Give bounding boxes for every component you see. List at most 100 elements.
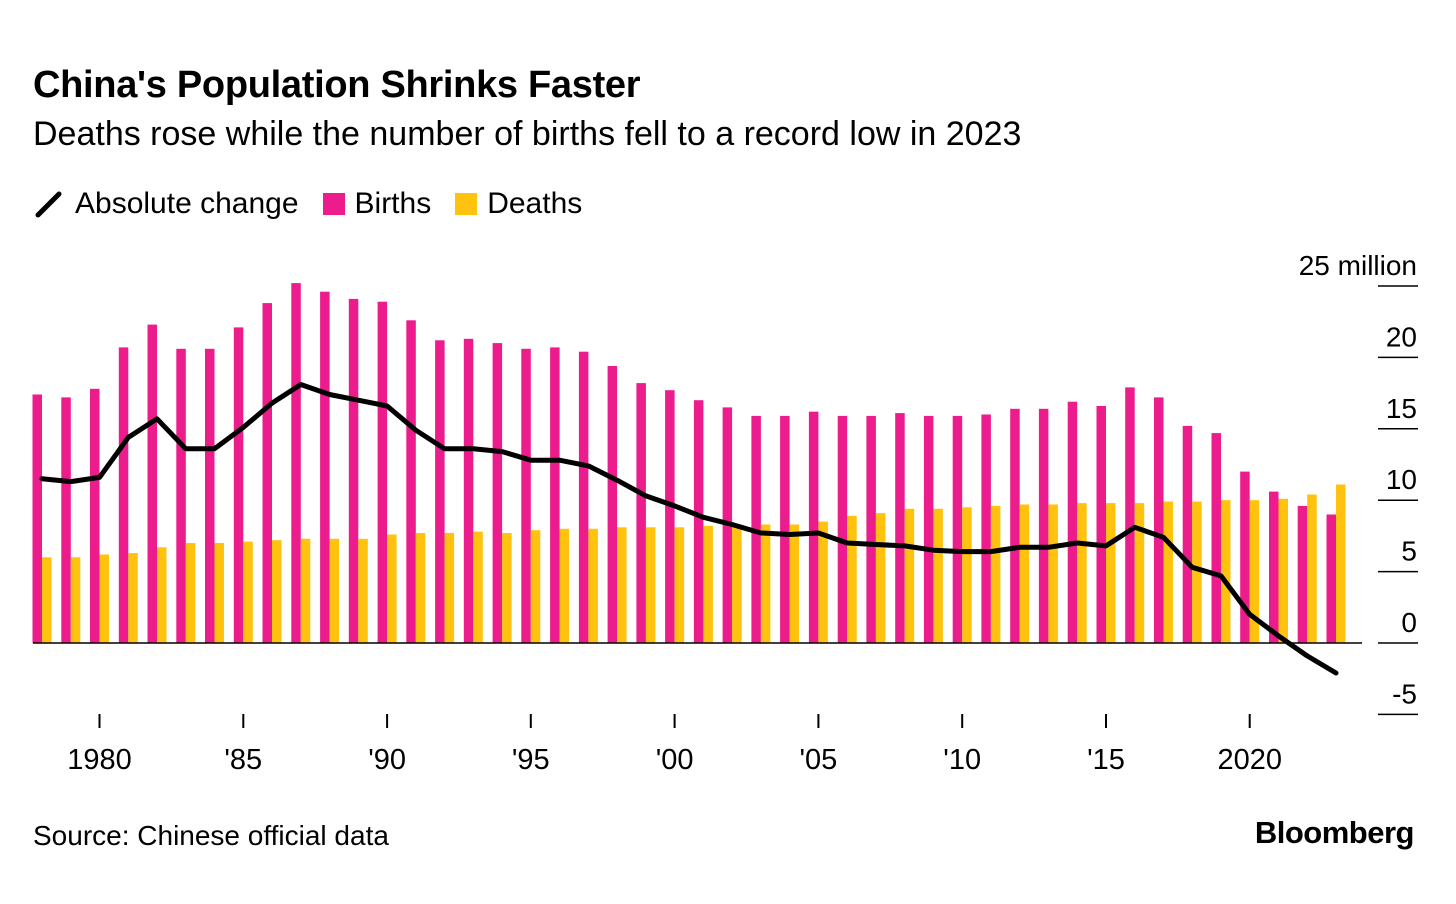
deaths-bar-1996 <box>559 528 570 643</box>
births-bar-1982 <box>147 324 157 643</box>
x-tick-label-1985: '85 <box>224 744 262 776</box>
x-tick-label-2005: '05 <box>800 744 838 776</box>
y-tick-label-5: 5 <box>1401 536 1417 567</box>
births-bar-1984 <box>205 348 215 643</box>
births-bar-1987 <box>291 283 301 643</box>
births-bar-1980 <box>90 388 100 643</box>
births-bar-1990 <box>377 301 388 643</box>
births-bar-1989 <box>348 298 359 643</box>
chart-title: China's Population Shrinks Faster <box>33 64 641 106</box>
deaths-bar-1991 <box>415 533 426 643</box>
deaths-bar-1987 <box>300 538 311 643</box>
deaths-bar-2020 <box>1249 500 1260 643</box>
deaths-bar-2003 <box>760 524 771 643</box>
births-bar-2015 <box>1096 406 1106 643</box>
births-bar-1993 <box>463 338 474 643</box>
deaths-bar-1980 <box>99 554 109 643</box>
births-bar-1999 <box>636 383 646 643</box>
deaths-bar-1986 <box>272 540 282 643</box>
births-bar-2006 <box>837 415 848 643</box>
deaths-bar-1982 <box>157 547 167 643</box>
births-bar-1988 <box>320 291 330 643</box>
deaths-bar-2000 <box>674 527 685 643</box>
deaths-bar-1988 <box>329 538 340 643</box>
deaths-bar-2019 <box>1221 500 1231 643</box>
births-bar-2010 <box>952 415 963 643</box>
births-bar-2013 <box>1038 408 1049 643</box>
births-bar-1983 <box>176 348 186 643</box>
deaths-bar-2005 <box>818 521 828 643</box>
births-bar-2008 <box>895 413 905 643</box>
deaths-bar-1995 <box>530 530 541 643</box>
births-bar-1998 <box>607 366 618 643</box>
deaths-bar-1978 <box>42 557 52 643</box>
deaths-bar-1999 <box>645 527 656 643</box>
births-bar-1996 <box>550 347 560 643</box>
births-bar-1981 <box>118 347 129 643</box>
deaths-bar-1998 <box>617 527 627 643</box>
births-bar-1978 <box>32 394 42 643</box>
births-bar-2007 <box>866 415 876 643</box>
legend-label-deaths: Deaths <box>487 187 583 220</box>
births-bar-2012 <box>1010 408 1020 643</box>
births-bar-2017 <box>1154 397 1164 643</box>
brand-logo: Bloomberg <box>1254 815 1415 850</box>
deaths-bar-1992 <box>444 533 455 643</box>
legend-label-births: Births <box>354 187 432 220</box>
legend-label-absolute-change: Absolute change <box>75 187 299 220</box>
deaths-bar-2004 <box>789 524 800 643</box>
deaths-bar-2022 <box>1307 494 1317 643</box>
births-bar-2009 <box>923 415 934 643</box>
deaths-bar-1994 <box>502 533 512 643</box>
legend-item-absolute-change: Absolute change <box>33 187 299 221</box>
deaths-bar-2016 <box>1134 503 1145 643</box>
deaths-swatch-icon <box>455 193 478 215</box>
deaths-bar-1979 <box>70 557 81 643</box>
deaths-bar-2007 <box>875 513 886 643</box>
births-bar-1994 <box>492 343 503 643</box>
y-tick-label-25: 25 million <box>1299 250 1417 281</box>
legend: Absolute change Births Deaths <box>33 186 606 222</box>
births-bar-2005 <box>808 411 819 643</box>
chart-subtitle: Deaths rose while the number of births f… <box>33 115 1022 153</box>
x-tick-label-2010: '10 <box>943 744 981 776</box>
deaths-bar-1984 <box>214 543 224 643</box>
x-tick-label-1980: 1980 <box>67 744 132 776</box>
deaths-bar-2001 <box>703 525 713 643</box>
deaths-bar-1983 <box>185 543 196 643</box>
y-tick-label-10: 10 <box>1386 464 1417 495</box>
absolute-change-line <box>39 382 1339 676</box>
legend-item-deaths: Deaths <box>455 187 582 221</box>
births-bar-2022 <box>1297 505 1308 643</box>
deaths-bar-2018 <box>1192 501 1202 643</box>
births-bar-2001 <box>693 400 704 643</box>
deaths-bar-2002 <box>732 524 742 643</box>
births-bar-1985 <box>233 327 244 643</box>
births-bar-2019 <box>1211 433 1221 643</box>
births-bar-2000 <box>665 390 675 643</box>
deaths-bar-2012 <box>1019 504 1030 643</box>
births-bar-2004 <box>780 415 790 643</box>
x-tick-label-1990: '90 <box>368 744 406 776</box>
x-tick-label-2000: '00 <box>656 744 694 776</box>
births-bar-2011 <box>981 414 991 643</box>
births-bar-1979 <box>61 397 71 643</box>
deaths-bar-2023 <box>1336 484 1346 643</box>
x-tick-label-2020: 2020 <box>1217 744 1282 776</box>
deaths-bar-1990 <box>387 534 397 643</box>
deaths-bar-1989 <box>358 538 368 643</box>
deaths-bar-2013 <box>1048 504 1058 643</box>
y-tick-label-15: 15 <box>1386 393 1417 424</box>
births-bar-2023 <box>1326 514 1336 643</box>
y-tick-label-20: 20 <box>1386 321 1417 352</box>
deaths-bar-2009 <box>933 508 943 643</box>
births-bar-2014 <box>1067 401 1078 643</box>
deaths-bar-1985 <box>243 541 253 643</box>
line-swatch-icon <box>35 191 62 218</box>
deaths-bar-2014 <box>1077 503 1087 643</box>
deaths-bar-1981 <box>128 553 138 643</box>
deaths-bar-1997 <box>588 528 598 643</box>
births-bar-2018 <box>1182 425 1193 643</box>
deaths-bar-2015 <box>1106 503 1116 643</box>
